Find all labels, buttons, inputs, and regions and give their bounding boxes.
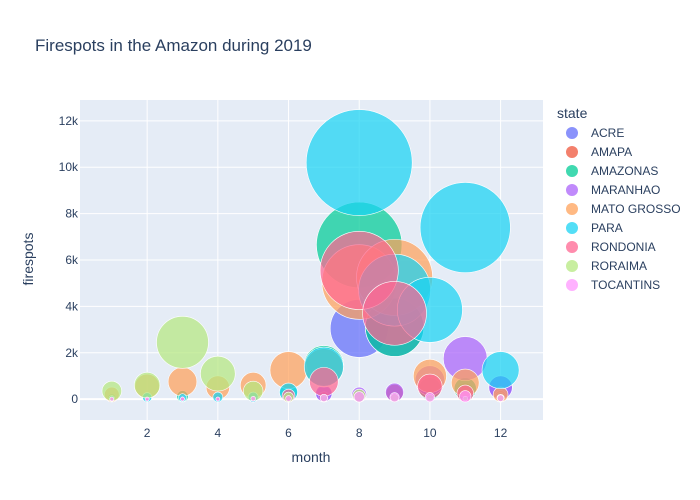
y-tick-label: 0 [71,392,78,406]
marker-tocantins [389,392,400,403]
legend-swatch-para [566,222,578,234]
legend: ACRE AMAPA AMAZONAS MARANHAO MATO GROSSO PARA… [566,126,681,292]
marker-para [419,182,511,273]
legend-swatch-amazonas [566,165,578,177]
marker-mato-grosso [167,367,198,397]
marker-para [481,351,520,389]
y-tick-label: 4k [65,299,79,313]
legend-swatch-amapa [566,146,578,158]
legend-swatch-maranhao [566,184,578,196]
x-tick-label: 8 [356,426,363,440]
marker-tocantins [496,394,505,402]
legend-swatch-rondonia [566,241,578,253]
marker-rondonia [362,281,427,346]
x-tick-labels: 2 4 6 8 10 12 [144,426,508,440]
legend-title: state [557,105,588,121]
y-tick-label: 6k [65,253,79,267]
x-tick-label: 2 [144,426,151,440]
markers [101,109,520,403]
y-tick-label: 2k [65,346,79,360]
y-axis-title: firespots [20,233,36,286]
legend-label-rondonia: RONDONIA [591,240,656,254]
y-tick-labels: 0 2k 4k 6k 8k 10k 12k [59,114,79,406]
legend-label-tocantins: TOCANTINS [591,278,660,292]
marker-tocantins [215,396,221,402]
marker-tocantins [319,393,328,402]
legend-label-para: PARA [591,221,623,235]
marker-tocantins [180,396,185,402]
marker-roraima [133,372,161,399]
marker-tocantins [424,392,435,403]
legend-swatch-mato-grosso [566,203,578,215]
marker-tocantins [353,391,365,403]
marker-roraima [200,355,236,392]
y-tick-label: 8k [65,207,79,221]
legend-label-amapa: AMAPA [591,145,632,159]
legend-label-acre: ACRE [591,126,624,140]
y-tick-label: 10k [59,160,79,174]
marker-rondonia [309,367,339,397]
legend-label-mato-grosso: MATO GROSSO [591,202,681,216]
x-tick-label: 6 [285,426,292,440]
legend-swatch-tocantins [566,279,578,291]
legend-label-amazonas: AMAZONAS [591,164,658,178]
legend-label-roraima: RORAIMA [591,259,647,273]
marker-tocantins [250,396,256,402]
y-tick-label: 12k [59,114,79,128]
marker-tocantins [109,396,115,402]
marker-tocantins [285,395,292,402]
x-axis-title: month [292,449,331,465]
marker-para [305,109,413,216]
marker-tocantins [459,390,472,403]
x-tick-label: 12 [494,426,508,440]
legend-swatch-roraima [566,260,578,272]
legend-swatch-acre [566,127,578,139]
chart-title: Firespots in the Amazon during 2019 [35,36,312,55]
x-tick-label: 4 [214,426,221,440]
marker-tocantins [144,396,150,402]
x-tick-label: 10 [423,426,437,440]
marker-roraima [156,316,209,369]
legend-label-maranhao: MARANHAO [591,183,660,197]
